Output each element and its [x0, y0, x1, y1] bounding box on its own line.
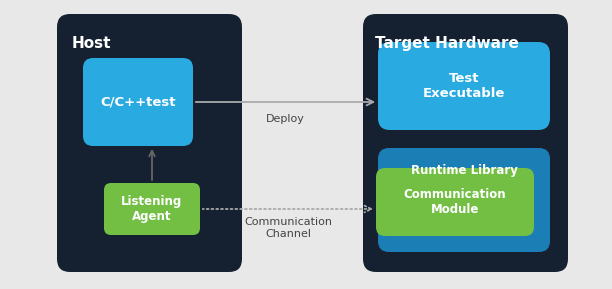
Text: Host: Host — [72, 36, 111, 51]
Text: Deploy: Deploy — [266, 114, 305, 124]
FancyBboxPatch shape — [378, 42, 550, 130]
FancyBboxPatch shape — [378, 148, 550, 252]
FancyBboxPatch shape — [363, 14, 568, 272]
Text: Runtime Library: Runtime Library — [411, 164, 517, 177]
FancyBboxPatch shape — [104, 183, 200, 235]
Text: C/C++test: C/C++test — [100, 95, 176, 108]
Text: Listening
Agent: Listening Agent — [121, 195, 182, 223]
FancyBboxPatch shape — [376, 168, 534, 236]
Text: Communication
Module: Communication Module — [404, 188, 506, 216]
Text: Test
Executable: Test Executable — [423, 72, 505, 100]
FancyBboxPatch shape — [57, 14, 242, 272]
Text: Communication
Channel: Communication Channel — [244, 217, 332, 239]
FancyBboxPatch shape — [83, 58, 193, 146]
Text: Target Hardware: Target Hardware — [375, 36, 519, 51]
